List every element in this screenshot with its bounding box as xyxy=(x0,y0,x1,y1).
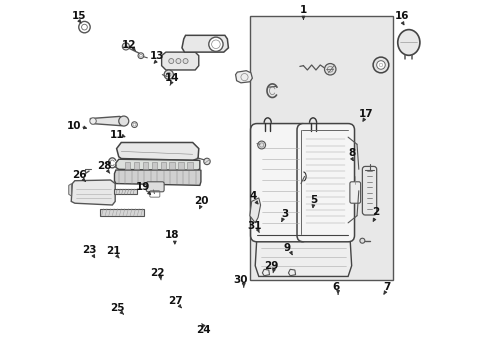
Circle shape xyxy=(257,141,265,149)
Polygon shape xyxy=(90,116,127,126)
Text: 16: 16 xyxy=(394,12,408,21)
Text: 6: 6 xyxy=(331,282,339,292)
FancyBboxPatch shape xyxy=(146,182,164,192)
Polygon shape xyxy=(249,198,260,223)
Polygon shape xyxy=(116,143,198,160)
Text: 13: 13 xyxy=(149,51,164,61)
Text: 20: 20 xyxy=(193,197,208,206)
Polygon shape xyxy=(116,159,200,171)
Text: 9: 9 xyxy=(283,243,290,253)
Bar xyxy=(134,162,139,168)
Bar xyxy=(169,162,175,168)
Text: 27: 27 xyxy=(168,296,183,306)
Bar xyxy=(100,208,144,216)
Text: 21: 21 xyxy=(106,247,121,256)
Polygon shape xyxy=(69,184,71,196)
Text: 28: 28 xyxy=(97,161,111,171)
Bar xyxy=(142,162,148,168)
Circle shape xyxy=(168,59,173,64)
Circle shape xyxy=(164,70,173,79)
FancyBboxPatch shape xyxy=(296,123,354,242)
Bar xyxy=(114,189,137,194)
Circle shape xyxy=(122,43,129,50)
Circle shape xyxy=(119,116,128,126)
Text: 18: 18 xyxy=(165,230,179,240)
Text: 15: 15 xyxy=(72,12,86,21)
Circle shape xyxy=(359,238,364,243)
Circle shape xyxy=(90,118,96,124)
Text: 5: 5 xyxy=(309,195,316,204)
Text: 7: 7 xyxy=(383,282,390,292)
Text: 3: 3 xyxy=(281,209,288,219)
Text: 17: 17 xyxy=(358,109,372,119)
Circle shape xyxy=(208,37,223,51)
Bar xyxy=(124,162,130,168)
Text: 22: 22 xyxy=(149,268,164,278)
Text: 10: 10 xyxy=(66,121,81,131)
Circle shape xyxy=(372,57,388,73)
Text: 26: 26 xyxy=(72,170,86,180)
Bar xyxy=(187,162,192,168)
Polygon shape xyxy=(162,52,198,70)
FancyBboxPatch shape xyxy=(250,123,307,242)
Circle shape xyxy=(183,59,188,64)
Text: 4: 4 xyxy=(248,191,256,201)
Bar xyxy=(178,162,183,168)
Text: 19: 19 xyxy=(135,182,150,192)
Circle shape xyxy=(324,64,335,75)
Bar xyxy=(160,162,165,168)
Bar xyxy=(151,162,157,168)
Text: 11: 11 xyxy=(109,130,123,140)
Text: 14: 14 xyxy=(164,73,179,83)
Polygon shape xyxy=(114,170,201,185)
Text: 24: 24 xyxy=(196,325,210,335)
Text: 12: 12 xyxy=(122,40,137,50)
Text: 23: 23 xyxy=(81,245,96,255)
Text: 8: 8 xyxy=(347,148,355,158)
Circle shape xyxy=(176,59,181,64)
Text: 2: 2 xyxy=(371,207,379,217)
FancyBboxPatch shape xyxy=(349,182,360,203)
Polygon shape xyxy=(182,35,228,52)
Polygon shape xyxy=(235,71,252,83)
Text: 31: 31 xyxy=(247,221,261,231)
Polygon shape xyxy=(71,180,115,205)
Ellipse shape xyxy=(397,30,419,55)
Polygon shape xyxy=(255,235,351,276)
Circle shape xyxy=(376,61,385,69)
Bar xyxy=(249,16,392,280)
Text: 25: 25 xyxy=(110,303,124,313)
Text: 1: 1 xyxy=(299,5,306,15)
Text: 30: 30 xyxy=(233,275,248,285)
Circle shape xyxy=(203,158,210,165)
Text: 29: 29 xyxy=(264,261,278,271)
FancyBboxPatch shape xyxy=(362,166,376,215)
